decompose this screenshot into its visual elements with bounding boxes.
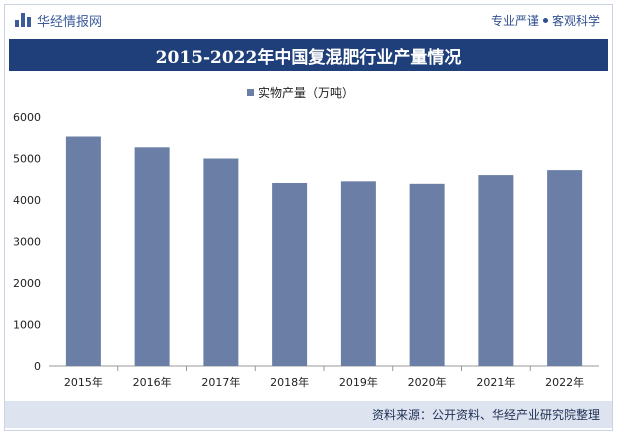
x-tick-label: 2020年 [408,375,447,389]
bar [409,183,445,366]
y-tick-label: 1000 [13,319,41,332]
x-tick-label: 2017年 [201,375,240,389]
tagline-right: 客观科学 [551,13,600,28]
bar [65,136,101,366]
x-tick-label: 2015年 [64,375,103,389]
x-tick-label: 2021年 [476,375,515,389]
brand-name: 华经情报网 [37,14,103,30]
x-tick-label: 2016年 [133,375,172,389]
top-bar: 华经情报网 专业严谨 客观科学 [5,5,612,35]
x-tick-label: 2019年 [339,375,378,389]
source-footer: 资料来源：公开资料、华经产业研究院整理 [5,401,612,428]
tagline: 专业严谨 客观科学 [491,12,600,29]
x-tick-label: 2018年 [270,375,309,389]
tagline-left: 专业严谨 [490,13,539,28]
y-tick-label: 4000 [13,194,41,207]
y-tick-label: 2000 [13,277,41,290]
bullet-icon [542,17,548,23]
bar-chart: 0 1000 2000 3000 4000 5000 6000 2015年 2016年 2017… [13,85,599,389]
x-tick-label: 2022年 [545,375,584,389]
brand: 华经情报网 [15,11,102,30]
y-tick-label: 5000 [13,153,41,166]
y-tick-label: 0 [34,360,41,373]
bar [134,147,170,366]
chart-title: 2015-2022年中国复混肥行业产量情况 [9,39,608,71]
bar [478,175,514,366]
chart-frame: 华经情报网 专业严谨 客观科学 2015-2022年中国复混肥行业产量情况 0 1… [4,4,613,431]
bar [203,158,239,366]
y-tick-label: 6000 [13,111,41,124]
legend-swatch [247,89,254,96]
bar [547,170,583,366]
bar [272,182,308,366]
bar-chart-icon [15,13,31,27]
legend-label: 实物产量（万吨） [258,85,354,100]
y-tick-label: 3000 [13,236,41,249]
bar [340,181,376,366]
